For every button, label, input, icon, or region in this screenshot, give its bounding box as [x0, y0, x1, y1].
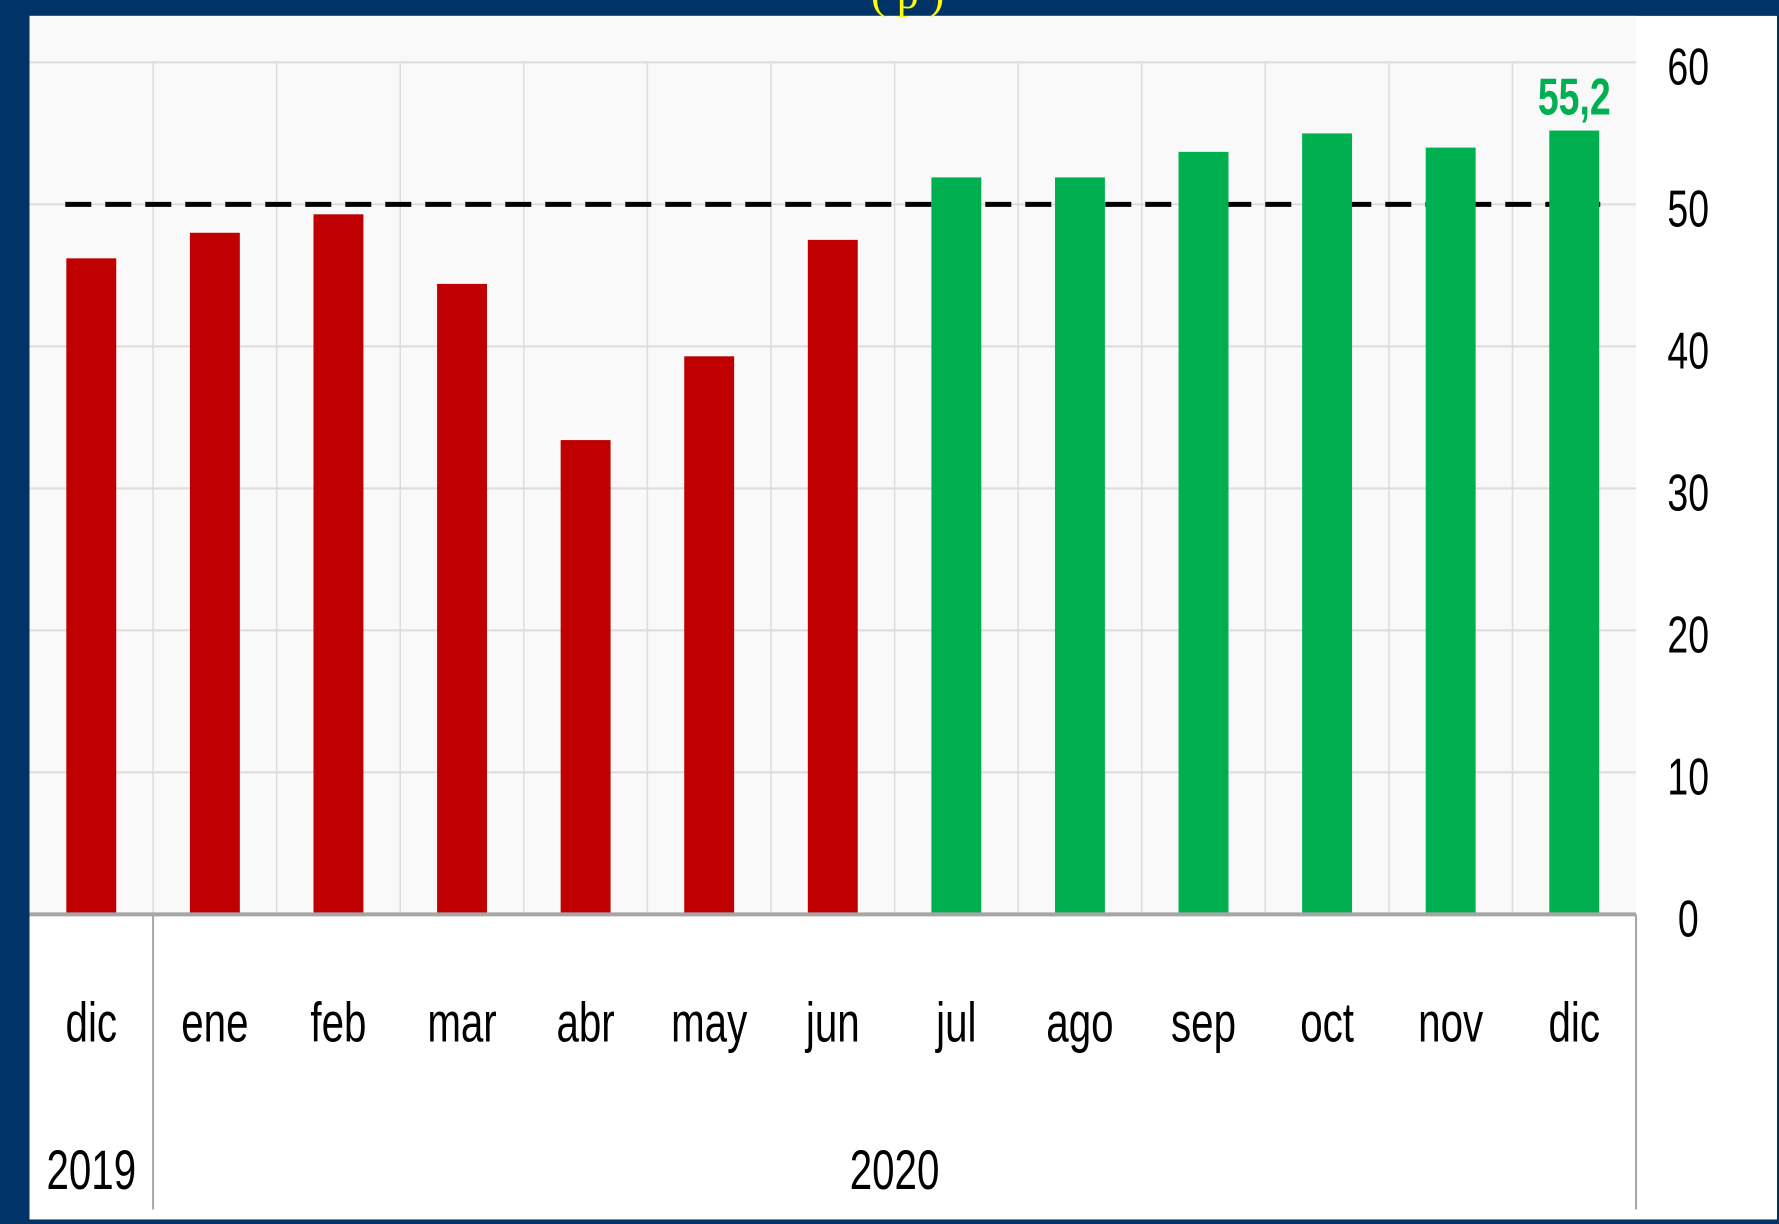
y-tick-label: 30	[1667, 463, 1709, 522]
bar-ago	[1054, 177, 1105, 915]
x-tick-label: feb	[310, 992, 366, 1054]
y-tick-label: 0	[1678, 889, 1699, 948]
chart-title-fragment: ( p )	[871, 0, 944, 18]
bar-dic	[1549, 130, 1600, 915]
x-tick-label: abr	[556, 992, 614, 1054]
x-tick-label: ene	[181, 992, 248, 1054]
x-tick-label: sep	[1171, 992, 1236, 1054]
bar-sep	[1178, 151, 1229, 915]
x-tick-label: may	[671, 992, 748, 1054]
y-tick-label: 40	[1667, 321, 1709, 380]
x-tick-label: dic	[1548, 992, 1600, 1054]
x-tick-label: jun	[804, 992, 859, 1054]
bar-jul	[931, 177, 982, 915]
y-tick-label: 60	[1667, 37, 1709, 96]
x-tick-label: jul	[935, 992, 977, 1054]
bar-ene	[189, 232, 240, 915]
bar-nov	[1425, 147, 1476, 915]
bar-mar	[437, 283, 487, 915]
y-tick-label: 50	[1667, 179, 1709, 238]
bar-oct	[1302, 133, 1353, 915]
bar-feb	[313, 214, 364, 915]
x-tick-label: dic	[66, 992, 118, 1054]
x-tick-label: oct	[1300, 992, 1354, 1054]
x-year-label: 2020	[850, 1139, 940, 1201]
x-year-label: 2019	[46, 1139, 136, 1201]
bar-abr	[560, 440, 611, 915]
x-tick-label: ago	[1046, 992, 1113, 1054]
y-tick-label: 10	[1667, 747, 1709, 806]
data-label: 55,2	[1538, 67, 1611, 126]
x-tick-label: mar	[427, 992, 496, 1054]
bar-jun	[807, 239, 858, 915]
bar-dic	[66, 258, 117, 915]
x-tick-label: nov	[1418, 992, 1483, 1054]
y-tick-label: 20	[1667, 605, 1709, 664]
bar-may	[684, 356, 735, 915]
